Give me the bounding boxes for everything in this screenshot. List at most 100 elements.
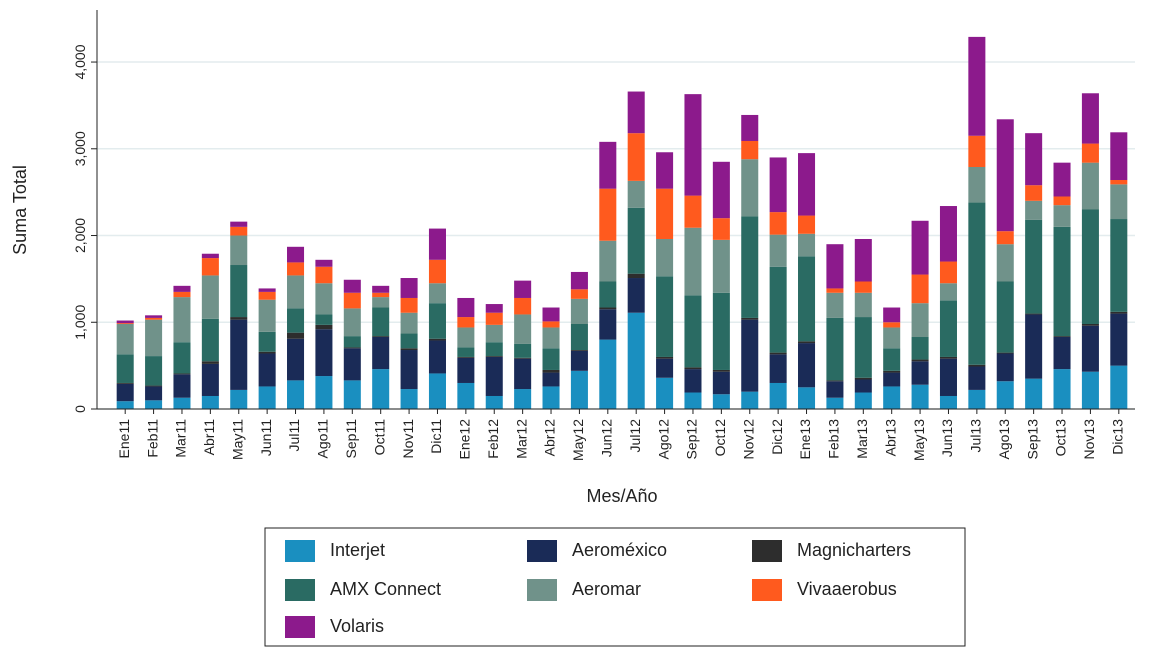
bar-segment <box>343 292 361 309</box>
bar-segment <box>343 347 361 349</box>
bar-segment <box>428 228 446 260</box>
bar-segment <box>854 292 872 318</box>
bar-segment <box>627 180 645 208</box>
bar-segment <box>542 307 560 322</box>
x-tick-label: Ago11 <box>315 419 331 459</box>
bar-segment <box>883 327 901 349</box>
bar-segment <box>769 266 787 353</box>
bar-segment <box>854 377 872 380</box>
x-tick-label: Jul13 <box>968 419 984 453</box>
bar-segment <box>712 161 730 219</box>
legend-label: Vivaaerobus <box>797 579 897 599</box>
x-tick-label: Ene13 <box>797 419 813 460</box>
bar-segment <box>1081 209 1099 324</box>
bar-segment <box>201 318 219 362</box>
bar-segment <box>599 307 617 310</box>
bar-segment <box>485 395 503 409</box>
bar-segment <box>287 246 305 263</box>
bar-segment <box>173 291 191 298</box>
bar-segment <box>145 385 163 387</box>
bar-segment <box>968 389 986 409</box>
bar-segment <box>173 285 191 292</box>
bar-segment <box>968 135 986 167</box>
y-axis-title: Suma Total <box>10 165 30 255</box>
bar-segment <box>911 359 929 362</box>
bar-segment <box>1025 378 1043 409</box>
bar-segment <box>798 233 816 257</box>
y-tick-label: 4,000 <box>72 44 88 79</box>
bar-segment <box>656 358 674 378</box>
bar-segment <box>939 206 957 262</box>
x-tick-label: Mar11 <box>173 419 189 458</box>
bar-segment <box>798 341 816 344</box>
x-tick-label: Mar13 <box>854 419 870 459</box>
bar-segment <box>514 314 532 344</box>
bar-segment <box>656 276 674 357</box>
bar-segment <box>1053 336 1071 338</box>
bar-segment <box>400 278 418 298</box>
bar-segment <box>201 395 219 409</box>
bar-segment <box>145 356 163 386</box>
bar-segment <box>173 297 191 343</box>
x-tick-label: Nov13 <box>1081 419 1097 460</box>
bar-segment <box>1025 200 1043 220</box>
bar-segment <box>514 343 532 358</box>
bar-segment <box>116 383 134 402</box>
bar-segment <box>996 119 1014 232</box>
bar-segment <box>854 317 872 378</box>
bar-segment <box>854 238 872 282</box>
bar-segment <box>485 312 503 325</box>
bar-segment <box>570 370 588 409</box>
bar-segment <box>1053 369 1071 409</box>
bar-segment <box>911 303 929 338</box>
x-tick-label: Oct12 <box>712 419 728 457</box>
bar-segment <box>457 356 475 358</box>
legend-swatch <box>752 540 782 562</box>
bar-segment <box>173 374 191 398</box>
bar-segment <box>1110 311 1128 314</box>
bar-segment <box>258 288 276 292</box>
bar-segment <box>996 244 1014 282</box>
bar-segment <box>542 386 560 409</box>
bar-segment <box>1053 337 1071 370</box>
bar-segment <box>372 369 390 409</box>
x-tick-label: Abr11 <box>201 419 217 456</box>
bar-segment <box>627 312 645 409</box>
x-tick-label: Ene12 <box>457 419 473 460</box>
bar-segment <box>145 400 163 409</box>
bar-segment <box>939 395 957 409</box>
bar-segment <box>457 382 475 409</box>
bar-segment <box>1081 162 1099 210</box>
bar-segment <box>826 292 844 318</box>
x-axis-title: Mes/Año <box>586 486 657 506</box>
bar-segment <box>514 280 532 298</box>
bar-segment <box>116 354 134 383</box>
bar-segment <box>684 392 702 409</box>
x-tick-label: Jun12 <box>599 419 615 457</box>
bar-segment <box>400 348 418 351</box>
x-tick-label: Sep11 <box>343 419 359 459</box>
bar-segment <box>116 323 134 324</box>
legend-box <box>264 527 966 647</box>
bar-segment <box>1110 219 1128 312</box>
bar-segment <box>883 372 901 387</box>
bar-segment <box>485 324 503 343</box>
bar-segment <box>457 317 475 328</box>
bar-segment <box>1081 143 1099 163</box>
bar-segment <box>656 152 674 189</box>
bar-segment <box>485 356 503 357</box>
x-tick-label: Dic12 <box>769 419 785 455</box>
bar-segment <box>684 195 702 228</box>
bar-segment <box>627 278 645 313</box>
bar-segment <box>514 357 532 359</box>
bar-segment <box>826 288 844 293</box>
bar-segment <box>315 266 333 284</box>
bar-segment <box>599 188 617 241</box>
legend-label: Aeroméxico <box>572 540 667 560</box>
bar-segment <box>230 265 248 318</box>
bar-segment <box>315 283 333 315</box>
bar-segment <box>457 347 475 357</box>
x-tick-label: Jun13 <box>939 419 955 457</box>
bar-segment <box>939 358 957 396</box>
bar-segment <box>514 358 532 390</box>
